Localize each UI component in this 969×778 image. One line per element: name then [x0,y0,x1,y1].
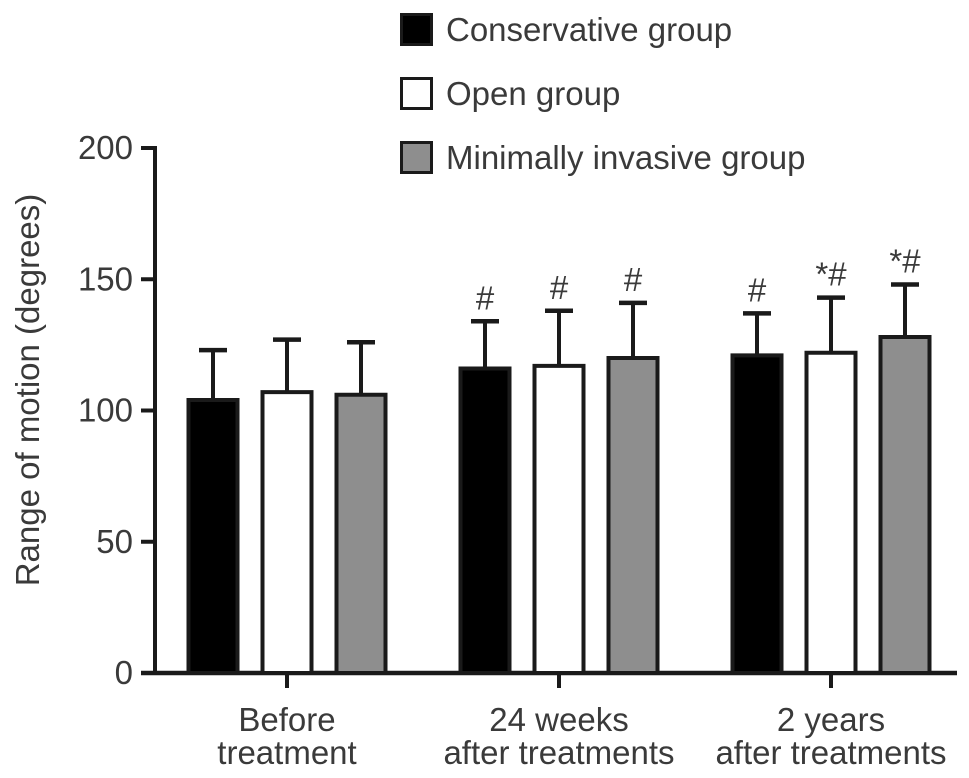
significance-annotation: # [748,271,767,308]
legend-swatch-minimally-invasive [400,141,433,174]
legend-item-conservative: Conservative group [400,13,805,46]
bar-s2-g2 [878,335,932,675]
bar-s1-g0 [260,390,314,675]
x-tick-label: Before [238,701,335,738]
y-tick-label: 150 [78,260,133,297]
bar-s0-g2 [730,353,784,675]
legend-label-open: Open group [446,75,621,112]
y-tick-label: 50 [96,523,133,560]
y-tick-label: 100 [78,392,133,429]
x-tick-label: 2 years [777,701,885,738]
bar-s2-g0 [334,392,388,675]
legend: Conservative group Open group Minimally … [400,13,805,205]
x-tick-label: 24 weeks [489,701,628,738]
legend-label-minimally-invasive: Minimally invasive group [446,139,806,176]
bar-s1-g2 [804,350,858,675]
significance-annotation: *# [815,256,847,293]
y-tick-label: 0 [115,654,133,691]
x-tick-label: treatment [217,734,356,771]
legend-label-conservative: Conservative group [446,11,733,48]
y-tick-label: 200 [78,129,133,166]
x-tick-label: after treatments [715,734,946,771]
bar-s1-g1 [532,363,586,675]
bar-s2-g1 [606,356,660,675]
legend-item-open: Open group [400,77,805,110]
legend-swatch-conservative [400,13,433,46]
x-tick-label: after treatments [443,734,674,771]
significance-annotation: # [624,261,643,298]
significance-annotation: # [550,269,569,306]
legend-item-minimally-invasive: Minimally invasive group [400,141,805,174]
bar-s0-g1 [458,366,512,675]
legend-swatch-open [400,77,433,110]
significance-annotation: *# [889,243,921,280]
significance-annotation: # [476,279,495,316]
bar-s0-g0 [186,398,240,675]
